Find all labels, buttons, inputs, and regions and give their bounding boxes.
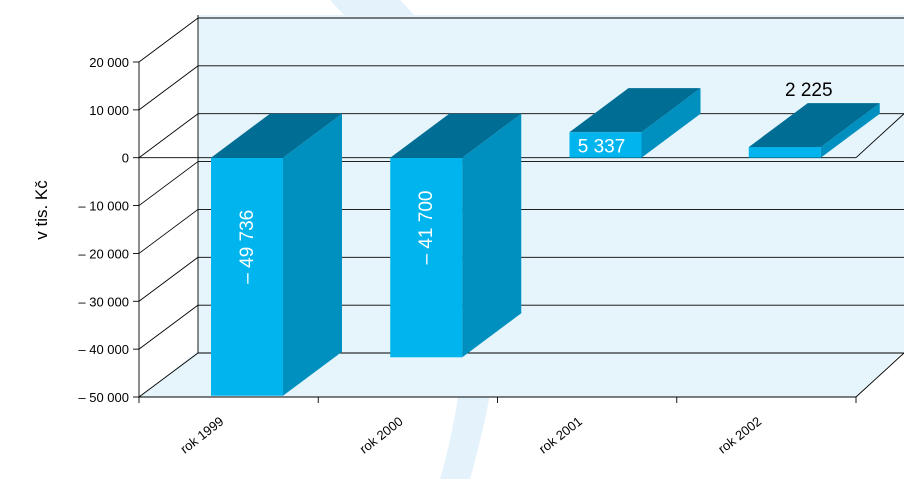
bar-top: [390, 113, 522, 158]
y-tick-label: – 30 000: [78, 294, 129, 309]
bar: 5 337: [569, 88, 701, 158]
y-tick-label: 20 000: [89, 55, 129, 70]
y-tick-label: – 40 000: [78, 342, 129, 357]
bar-side: [820, 103, 880, 158]
x-tick-label: rok 2001: [536, 414, 585, 457]
bar-front: [211, 157, 283, 396]
gridline-diagonal: [138, 161, 199, 206]
bar: 2 225: [748, 80, 880, 158]
floor-diagonal: [855, 352, 904, 398]
data-label: – 41 700: [416, 191, 437, 265]
bar: – 41 700: [390, 113, 522, 358]
y-tick-label: 0: [122, 151, 129, 166]
bar-top: [569, 88, 701, 133]
gridline-diagonal: [138, 256, 199, 302]
y-tick-label: – 20 000: [78, 246, 129, 261]
gridline-diagonal: [138, 304, 199, 350]
gridline-diagonal: [138, 209, 199, 254]
chart-floor: [139, 351, 904, 397]
bar-front: [569, 132, 642, 158]
y-tick-label: – 50 000: [78, 390, 129, 405]
data-label: 2 225: [785, 80, 833, 101]
gridline-diagonal: [138, 17, 199, 63]
x-tick-label: rok 2000: [357, 414, 406, 457]
bar-top: [748, 103, 880, 148]
x-tick-label: rok 2002: [715, 414, 764, 457]
gridline-diagonal: [138, 113, 199, 159]
gridline-diagonal: [138, 352, 199, 398]
data-label: 5 337: [578, 137, 626, 158]
bar-front: [390, 157, 463, 358]
y-axis-label: v tis. Kč: [32, 180, 51, 240]
bar: – 49 736: [211, 113, 342, 396]
bar-front: [748, 147, 821, 158]
gridline-diagonal: [138, 65, 199, 111]
bar-side: [462, 113, 522, 358]
y-tick-label: 10 000: [89, 103, 129, 118]
zero-line-diagonal: [855, 113, 904, 159]
x-tick-label: rok 1999: [177, 414, 226, 457]
bar-side: [283, 113, 342, 396]
bar-side: [641, 88, 701, 158]
y-tick-label: – 10 000: [78, 199, 129, 214]
data-label: – 49 736: [237, 210, 258, 284]
bar-top: [211, 113, 342, 158]
